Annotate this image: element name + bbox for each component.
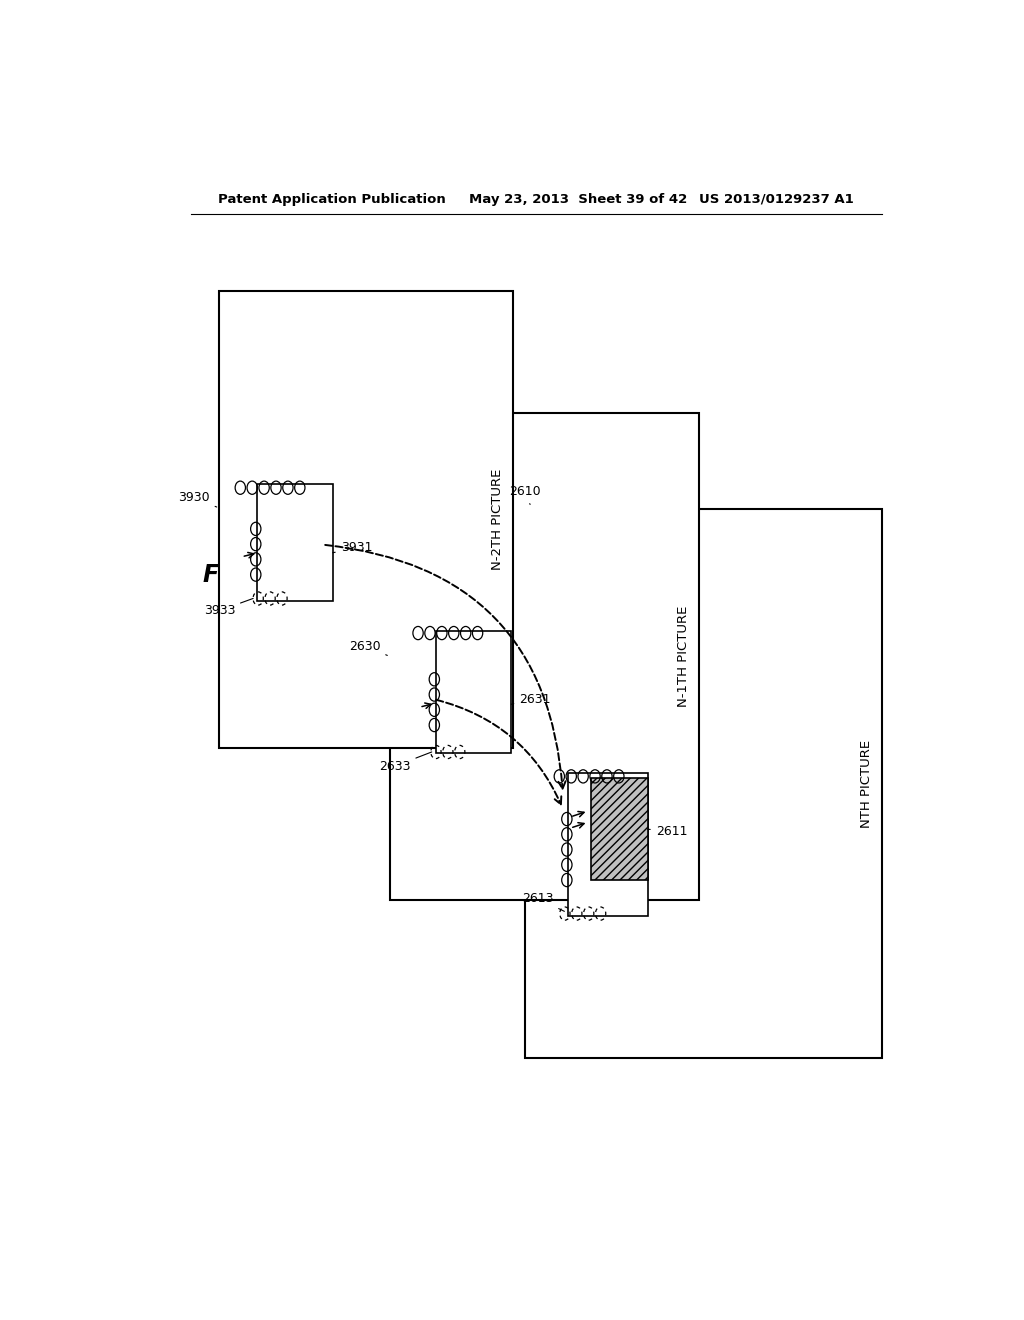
Text: N-2TH PICTURE: N-2TH PICTURE — [490, 469, 504, 570]
Text: FIG. 39: FIG. 39 — [204, 564, 298, 587]
Bar — [591, 779, 648, 880]
Bar — [524, 510, 882, 1057]
Bar — [568, 774, 648, 916]
Text: Patent Application Publication: Patent Application Publication — [218, 193, 445, 206]
Text: May 23, 2013  Sheet 39 of 42: May 23, 2013 Sheet 39 of 42 — [469, 193, 687, 206]
Text: 3930: 3930 — [178, 491, 217, 507]
Text: 3931: 3931 — [333, 541, 372, 554]
Text: US 2013/0129237 A1: US 2013/0129237 A1 — [699, 193, 854, 206]
Bar — [219, 290, 513, 748]
Text: 2633: 2633 — [379, 752, 432, 772]
FancyArrowPatch shape — [436, 700, 561, 804]
Bar — [390, 413, 699, 900]
Text: 2630: 2630 — [349, 640, 387, 656]
Bar — [257, 483, 333, 601]
Bar — [436, 631, 511, 752]
Text: N-1TH PICTURE: N-1TH PICTURE — [677, 606, 690, 708]
Text: 2610: 2610 — [509, 486, 541, 504]
Text: 2613: 2613 — [522, 892, 564, 911]
Text: NTH PICTURE: NTH PICTURE — [859, 739, 872, 828]
Text: 3933: 3933 — [204, 598, 253, 618]
Text: 2631: 2631 — [511, 693, 551, 706]
FancyArrowPatch shape — [326, 545, 565, 789]
Text: 2611: 2611 — [648, 825, 687, 838]
